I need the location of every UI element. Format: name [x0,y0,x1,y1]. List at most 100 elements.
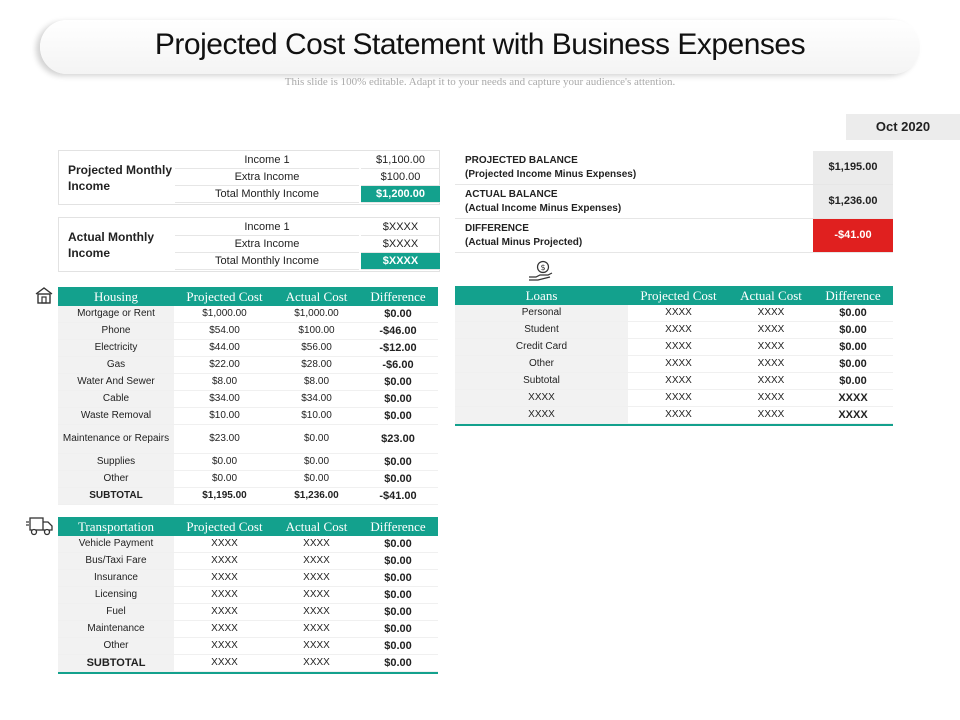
table-row: Maintenance XXXX XXXX $0.00 [58,620,438,638]
table-cell: $0.00 [358,637,438,655]
table-cell: Insurance [58,569,174,587]
table-row: Cable $34.00 $34.00 $0.00 [58,390,438,408]
table-row: Licensing XXXX XXXX $0.00 [58,586,438,604]
table-cell: Vehicle Payment [58,536,174,553]
table-row: Mortgage or Rent $1,000.00 $1,000.00 $0.00 [58,306,438,323]
table-row: Other $0.00 $0.00 $0.00 [58,470,438,488]
table-cell: Personal [455,305,628,322]
table-cell: XXXX [455,406,628,424]
table-cell: Cable [58,390,174,408]
table-cell: XXXX [729,321,813,339]
table-cell: XXXX [174,536,275,553]
table-cell: Supplies [58,453,174,471]
column-header: Projected Cost [174,287,275,306]
income-row: Income 1 $1,100.00 [175,152,497,169]
income-name: Total Monthly Income [175,253,359,270]
column-header: Projected Cost [628,286,729,305]
table-cell: XXXX [729,406,813,424]
table-cell: XXXX [628,305,729,322]
balance-label: PROJECTED BALANCE (Projected Income Minu… [455,151,813,184]
table-cell: $10.00 [275,407,358,425]
income-name: Income 1 [175,152,359,169]
table-cell: Other [455,355,628,373]
table-cell: Maintenance or Repairs [58,424,174,454]
table-cell: XXXX [275,569,358,587]
table-cell: Phone [58,322,174,340]
table-cell: $0.00 [358,552,438,570]
subtotal-row: SUBTOTAL XXXX XXXX $0.00 [58,654,438,672]
table-cell: $0.00 [358,603,438,621]
table-row: Credit Card XXXX XXXX $0.00 [455,338,893,356]
table-row: Other XXXX XXXX $0.00 [58,637,438,655]
table-cell: XXXX [729,372,813,390]
table-cell: XXXX [813,406,893,424]
table-row: Phone $54.00 $100.00 -$46.00 [58,322,438,340]
table-underline [58,671,438,674]
income-name: Total Monthly Income [175,186,359,203]
income-row: Extra Income $100.00 [175,169,497,186]
table-row: Fuel XXXX XXXX $0.00 [58,603,438,621]
loans-table: Loans Projected Cost Actual Cost Differe… [455,286,893,426]
table-row: Maintenance or Repairs $23.00 $0.00 $23.00 [58,424,438,454]
column-header: Difference [813,286,893,305]
income-name: Extra Income [175,236,359,253]
table-cell: XXXX [275,536,358,553]
table-cell: $0.00 [813,355,893,373]
table-cell: $0.00 [358,536,438,553]
income-value: $1,100.00 [361,152,440,169]
table-cell: $1,195.00 [174,487,275,505]
table-cell: XXXX [275,637,358,655]
table-row: Water And Sewer $8.00 $8.00 $0.00 [58,373,438,391]
income-row: Income 1 $XXXX [175,219,497,236]
projected-balance-row: PROJECTED BALANCE (Projected Income Minu… [455,151,893,185]
income-value: $XXXX [361,219,440,236]
table-cell: $0.00 [275,424,358,454]
balance-label: DIFFERENCE (Actual Minus Projected) [455,219,813,252]
underline-bar [455,423,893,426]
income-row: Extra Income $XXXX [175,236,497,253]
income-value: $XXXX [361,236,440,253]
table-cell: Maintenance [58,620,174,638]
table-cell: $1,000.00 [275,306,358,323]
table-cell: -$6.00 [358,356,438,374]
column-header: Transportation [58,517,174,536]
delivery-truck-icon [26,517,53,536]
balance-value: $1,236.00 [813,185,893,218]
table-cell: XXXX [729,355,813,373]
balance-label: ACTUAL BALANCE (Actual Income Minus Expe… [455,185,813,218]
table-cell: $23.00 [358,424,438,454]
table-cell: $0.00 [813,321,893,339]
title-banner [40,20,920,74]
table-cell: XXXX [275,603,358,621]
column-header: Actual Cost [275,287,358,306]
table-cell: $0.00 [358,306,438,323]
table-cell: Student [455,321,628,339]
table-cell: SUBTOTAL [58,654,174,672]
table-cell: $34.00 [275,390,358,408]
column-header: Difference [358,517,438,536]
table-cell: XXXX [628,372,729,390]
table-cell: Licensing [58,586,174,604]
table-cell: Mortgage or Rent [58,306,174,323]
table-cell: $34.00 [174,390,275,408]
income-total-value: $XXXX [361,253,440,270]
table-row: Personal XXXX XXXX $0.00 [455,305,893,322]
table-row: XXXX XXXX XXXX XXXX [455,406,893,424]
table-cell: Fuel [58,603,174,621]
table-cell: Other [58,470,174,488]
table-cell: XXXX [174,603,275,621]
table-cell: XXXX [628,355,729,373]
table-cell: XXXX [455,389,628,407]
table-row: Waste Removal $10.00 $10.00 $0.00 [58,407,438,425]
table-cell: $10.00 [174,407,275,425]
column-header: Actual Cost [275,517,358,536]
balance-subtitle: (Projected Income Minus Expenses) [465,168,637,180]
balance-title: ACTUAL BALANCE [465,188,558,200]
table-row: Insurance XXXX XXXX $0.00 [58,569,438,587]
table-cell: $0.00 [358,390,438,408]
table-cell: $28.00 [275,356,358,374]
difference-row: DIFFERENCE (Actual Minus Projected) -$41… [455,219,893,253]
column-header: Loans [455,286,628,305]
table-cell: $0.00 [358,453,438,471]
house-icon [35,287,53,304]
